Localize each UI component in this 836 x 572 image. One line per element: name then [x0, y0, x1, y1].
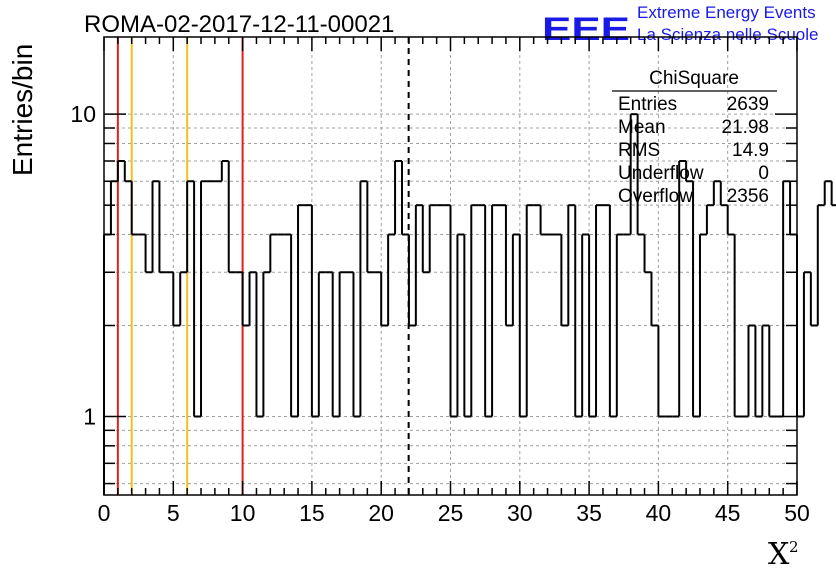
histogram-series [103, 113, 836, 495]
x-tick-label: 10 [230, 500, 256, 526]
stats-value-rms: 14.9 [732, 140, 769, 161]
stats-value-mean: 21.98 [721, 117, 769, 138]
x-tick-label: 5 [167, 500, 180, 526]
x-tick-label: 35 [576, 500, 602, 526]
x-tick-label: 15 [299, 500, 325, 526]
y-tick-label: 10 [70, 101, 96, 127]
x-axis-title: X 2 [768, 537, 799, 572]
y-tick-label: 1 [83, 404, 96, 430]
logo-line1: Extreme Energy Events [637, 3, 816, 22]
x-tick-label: 50 [784, 500, 810, 526]
eee-logo: EEE Extreme Energy Events La Scienza nel… [542, 3, 818, 47]
x-tick-label: 25 [438, 500, 464, 526]
x-tick-label: 0 [98, 500, 111, 526]
stats-title: ChiSquare [649, 68, 739, 89]
stats-value-underflow: 0 [758, 163, 769, 184]
chart-title: ROMA-02-2017-12-11-00021 [84, 11, 394, 38]
stats-label-entries: Entries [618, 94, 677, 115]
stats-value-overflow: 2356 [727, 186, 769, 207]
logo-mark: EEE [542, 11, 630, 47]
logo-line2: La Scienza nelle Scuole [637, 25, 818, 44]
stats-label-underflow: Underflow [618, 163, 704, 184]
axis-ticks [103, 37, 798, 495]
x-tick-label: 30 [507, 500, 533, 526]
x-tick-label: 40 [646, 500, 672, 526]
x-axis-title-base: X [768, 537, 790, 572]
stats-box: ChiSquare Entries 2639 Mean 21.98 RMS 14… [612, 68, 777, 207]
x-axis-title-superscript: 2 [789, 538, 799, 556]
stats-label-mean: Mean [618, 117, 666, 138]
y-axis-title: Entries/bin [7, 44, 38, 176]
stats-value-entries: 2639 [727, 94, 769, 115]
stats-label-overflow: Overflow [618, 186, 693, 207]
x-tick-label: 20 [368, 500, 394, 526]
x-tick-label: 45 [715, 500, 741, 526]
stats-label-rms: RMS [618, 140, 660, 161]
axis-tick-labels: 0 5 10 15 20 25 30 35 40 45 50 1 10 [70, 101, 809, 526]
reference-lines [116, 37, 410, 495]
